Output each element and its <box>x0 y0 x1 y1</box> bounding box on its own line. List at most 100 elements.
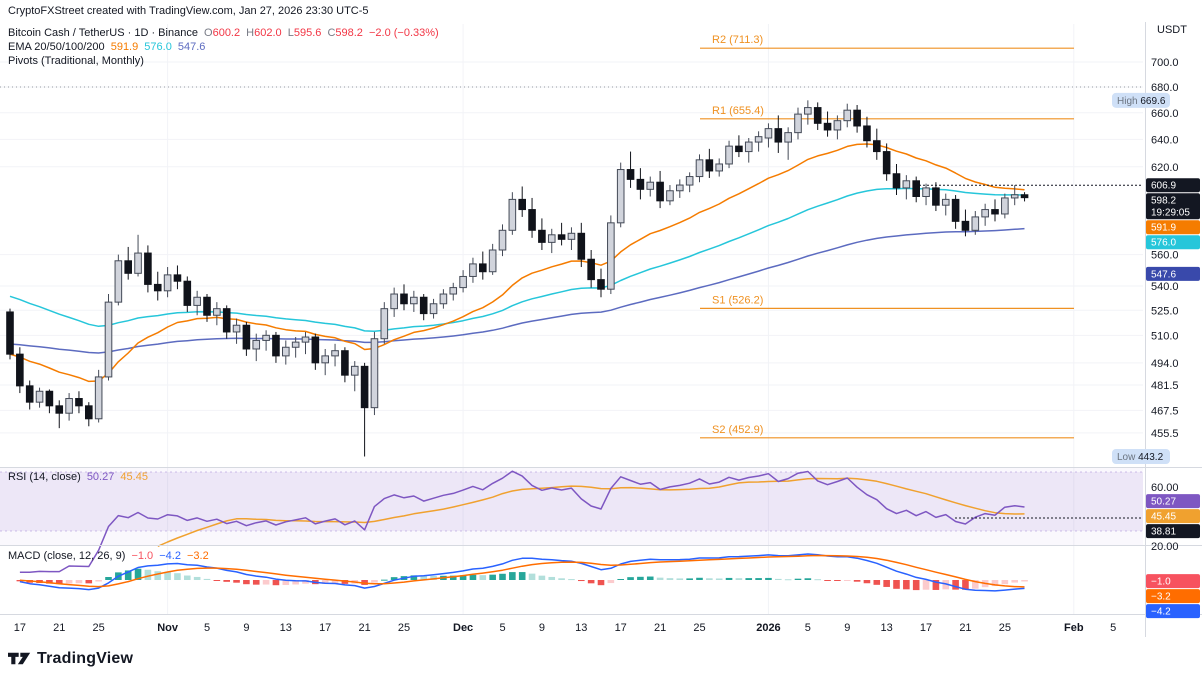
svg-text:5: 5 <box>204 622 210 634</box>
price-axis-badges: High 669.6 606.9 598.219:29:05 591.9 576.0 54… <box>1112 92 1200 465</box>
svg-text:591.9: 591.9 <box>1151 223 1176 234</box>
svg-text:9: 9 <box>539 622 545 634</box>
svg-text:467.5: 467.5 <box>1151 405 1179 417</box>
low-label: L <box>287 27 294 39</box>
ema50-value: 576.0 <box>144 41 172 53</box>
rsi-legend[interactable]: RSI (14, close) 50.27 45.45 <box>8 470 151 484</box>
close-label: C <box>327 27 336 39</box>
time-axis[interactable] <box>0 615 1145 640</box>
svg-text:21: 21 <box>654 622 666 634</box>
ema100-value: 547.6 <box>177 41 206 53</box>
svg-text:13: 13 <box>280 622 292 634</box>
candles <box>6 100 1029 457</box>
open-value: 600.2 <box>212 27 241 39</box>
svg-text:13: 13 <box>881 622 893 634</box>
svg-text:17: 17 <box>14 622 26 634</box>
rsi-line <box>19 470 1025 574</box>
svg-text:21: 21 <box>358 622 370 634</box>
ema-50-line <box>9 187 1025 332</box>
svg-text:510.0: 510.0 <box>1151 330 1179 342</box>
svg-text:547.6: 547.6 <box>1151 269 1176 280</box>
macd-signal-line <box>19 554 1025 588</box>
svg-text:560.0: 560.0 <box>1151 250 1179 262</box>
macd-line <box>19 553 1025 592</box>
svg-text:60.00: 60.00 <box>1151 482 1179 494</box>
svg-text:9: 9 <box>243 622 249 634</box>
svg-text:9: 9 <box>844 622 850 634</box>
svg-text:38.81: 38.81 <box>1151 527 1176 538</box>
change-value: −2.0 (−0.33%) <box>368 27 439 39</box>
svg-text:45.45: 45.45 <box>1151 512 1176 523</box>
svg-text:25: 25 <box>999 622 1011 634</box>
svg-text:Feb: Feb <box>1064 622 1084 634</box>
high-value: 602.0 <box>254 27 282 39</box>
svg-text:R2 (711.3): R2 (711.3) <box>712 34 763 46</box>
svg-text:19:29:05: 19:29:05 <box>1151 208 1190 219</box>
svg-text:17: 17 <box>615 622 627 634</box>
svg-text:525.0: 525.0 <box>1151 305 1179 317</box>
svg-text:S2 (452.9): S2 (452.9) <box>712 424 763 436</box>
close-value: 598.2 <box>335 27 363 39</box>
svg-text:576.0: 576.0 <box>1151 238 1176 249</box>
svg-text:17: 17 <box>920 622 932 634</box>
symbol-title[interactable]: Bitcoin Cash / TetherUS · 1D · Binance <box>8 27 198 39</box>
svg-text:660.0: 660.0 <box>1151 108 1179 120</box>
main-legend: Bitcoin Cash / TetherUS · 1D · Binance O… <box>8 26 442 68</box>
gridlines <box>0 24 1143 614</box>
svg-text:481.5: 481.5 <box>1151 380 1179 392</box>
ema-legend-row[interactable]: EMA 20/50/100/200 591.9 576.0 547.6 <box>8 40 442 54</box>
pivot-lines: R2 (711.3) R1 (655.4) S1 (526.2) S2 (452.9) <box>700 34 1074 439</box>
low-value: 595.6 <box>293 27 322 39</box>
macd-axis-badges: −1.0 −3.2 −4.2 <box>1146 574 1200 619</box>
price-axis[interactable] <box>1145 22 1202 637</box>
ema-20-line <box>9 143 1025 383</box>
price-axis-labels: 700.0 680.0 660.0 640.0 620.0 560.0 540.0 525.0… <box>1151 57 1179 553</box>
svg-text:Nov: Nov <box>157 622 179 634</box>
tradingview-logo-icon <box>8 652 31 665</box>
svg-text:−1.0: −1.0 <box>1151 577 1171 588</box>
svg-text:640.0: 640.0 <box>1151 134 1179 146</box>
svg-text:−3.2: −3.2 <box>1151 592 1171 603</box>
symbol-legend-row[interactable]: Bitcoin Cash / TetherUS · 1D · Binance O… <box>8 26 442 40</box>
macd-line-value: −4.2 <box>159 550 181 562</box>
rsi-label[interactable]: RSI (14, close) <box>8 471 81 483</box>
svg-text:680.0: 680.0 <box>1151 82 1179 94</box>
svg-text:50.27: 50.27 <box>1151 497 1176 508</box>
svg-text:25: 25 <box>693 622 705 634</box>
ema20-value: 591.9 <box>110 41 139 53</box>
ema-label[interactable]: EMA 20/50/100/200 <box>8 41 105 53</box>
macd-label[interactable]: MACD (close, 12, 26, 9) <box>8 550 126 562</box>
svg-text:25: 25 <box>398 622 410 634</box>
svg-text:Low 443.2: Low 443.2 <box>1117 452 1164 463</box>
svg-text:2026: 2026 <box>756 622 780 634</box>
svg-text:S1 (526.2): S1 (526.2) <box>712 294 763 306</box>
svg-text:5: 5 <box>1110 622 1116 634</box>
tradingview-logo[interactable]: TradingView <box>8 649 133 668</box>
svg-text:494.0: 494.0 <box>1151 358 1179 370</box>
svg-text:Dec: Dec <box>453 622 473 634</box>
macd-legend[interactable]: MACD (close, 12, 26, 9) −1.0 −4.2 −3.2 <box>8 549 212 563</box>
svg-text:R1 (655.4): R1 (655.4) <box>712 105 764 117</box>
ema-100-line <box>9 227 1025 354</box>
svg-text:17: 17 <box>319 622 331 634</box>
page-title: CryptoFXStreet created with TradingView.… <box>8 5 369 17</box>
pivots-label[interactable]: Pivots (Traditional, Monthly) <box>8 55 144 67</box>
svg-text:21: 21 <box>53 622 65 634</box>
macd-hist-value: −1.0 <box>131 550 154 562</box>
rsi-axis-badges: 50.27 45.45 38.81 <box>1146 494 1200 539</box>
svg-text:620.0: 620.0 <box>1151 162 1179 174</box>
rsi-ma-value: 45.45 <box>120 471 148 483</box>
svg-text:5: 5 <box>499 622 505 634</box>
open-label: O <box>204 27 213 39</box>
high-label: H <box>246 27 255 39</box>
quote-currency-label: USDT <box>1157 24 1187 36</box>
svg-text:−4.2: −4.2 <box>1151 607 1171 618</box>
svg-text:21: 21 <box>959 622 971 634</box>
pivots-legend-row[interactable]: Pivots (Traditional, Monthly) <box>8 54 442 68</box>
svg-text:25: 25 <box>93 622 105 634</box>
time-axis-labels: 17 21 25 Nov 5 9 13 17 21 25 Dec 5 9 13 17 21 25 2026 5 9 13… <box>14 622 1117 634</box>
svg-text:598.2: 598.2 <box>1151 196 1176 207</box>
svg-text:606.9: 606.9 <box>1151 181 1176 192</box>
